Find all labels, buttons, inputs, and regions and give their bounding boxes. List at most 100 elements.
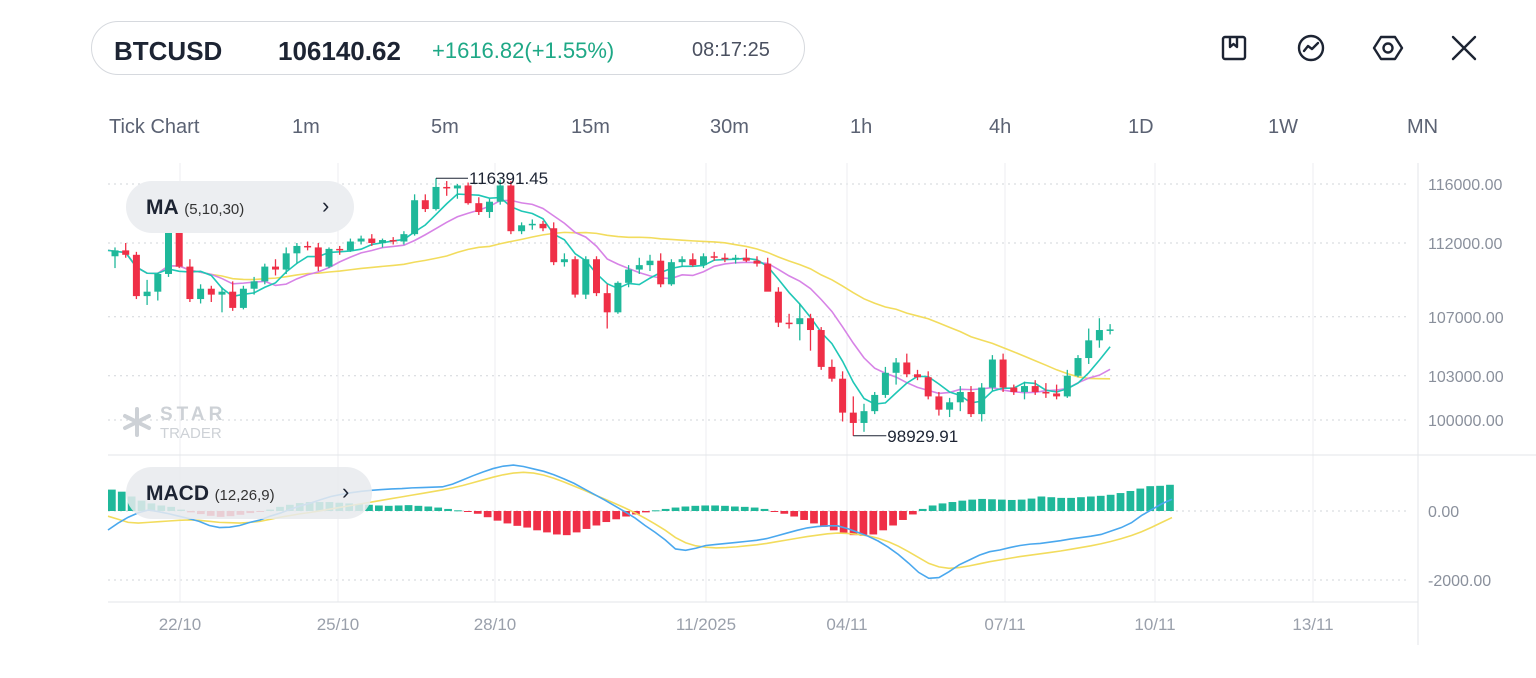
price-axis: 116000.00 112000.00 107000.00 103000.00 1000… [1428, 177, 1504, 590]
candle-body [550, 228, 558, 263]
candle-body [988, 359, 996, 388]
candlesticks [111, 178, 1114, 436]
tab-15m[interactable]: 15m [571, 116, 610, 138]
candle-body [967, 391, 975, 415]
candle-body [1031, 386, 1039, 392]
ma-indicator-button[interactable]: MA (5,10,30) › [126, 181, 354, 233]
macd-bar [1106, 494, 1115, 511]
macd-bar [810, 511, 818, 524]
candle-body [132, 254, 140, 297]
macd-bar [464, 511, 472, 512]
macd-tick-label: -2000.00 [1428, 573, 1491, 590]
candle-body [999, 359, 1007, 388]
macd-bar [790, 511, 799, 517]
tab-mn[interactable]: MN [1407, 116, 1439, 138]
price-annotations: 116391.45 98929.91 [436, 169, 958, 446]
macd-indicator-button[interactable]: MACD (12,26,9) › [126, 467, 372, 519]
candle-body [571, 259, 579, 295]
candle-body [839, 378, 847, 413]
macd-bar [899, 511, 907, 520]
tab-30m[interactable]: 30m [710, 116, 749, 138]
candle-body [582, 259, 590, 295]
candle-body [593, 259, 600, 294]
watermark-line1: STAR [160, 404, 226, 425]
date-tick-label: 13/11 [1292, 615, 1333, 634]
macd-bar [404, 505, 413, 511]
low-label: 98929.91 [887, 427, 958, 446]
macd-bar [375, 505, 383, 511]
macd-bar [829, 511, 838, 531]
candle-body [903, 362, 911, 375]
chevron-right-icon: › [342, 479, 350, 504]
tab-5m[interactable]: 5m [431, 116, 459, 138]
candle-body [1010, 387, 1018, 392]
candle-body [924, 377, 932, 397]
candle-body [443, 186, 451, 189]
candle-body [678, 259, 686, 263]
tab-1m[interactable]: 1m [292, 116, 320, 138]
macd-bar [928, 505, 937, 511]
macd-bar [612, 511, 621, 520]
tab-tick-chart[interactable]: Tick Chart [109, 116, 200, 138]
candle-body [518, 225, 526, 232]
trend-icon[interactable] [1295, 32, 1327, 64]
candle-body [1074, 358, 1082, 376]
macd-bar [1126, 490, 1135, 511]
candle-body [453, 185, 461, 189]
tab-1h[interactable]: 1h [850, 116, 873, 138]
macd-bar [1007, 499, 1016, 511]
candle-body [881, 372, 889, 395]
macd-bar [503, 511, 512, 524]
macd-bar [444, 508, 452, 511]
candle-body [871, 394, 879, 412]
candle-body [764, 263, 772, 292]
macd-bar [1067, 497, 1075, 511]
macd-bar [1146, 486, 1155, 511]
macd-bar [978, 498, 986, 511]
macd-bar [909, 511, 917, 515]
macd-bar [651, 510, 660, 512]
macd-bar [562, 511, 571, 536]
macd-bar [424, 506, 433, 511]
candle-body [239, 288, 247, 308]
settings-icon[interactable] [1372, 32, 1404, 64]
candle-body [336, 248, 344, 251]
macd-bar [1087, 496, 1095, 511]
macd-bar [1037, 496, 1046, 511]
candle-body [860, 411, 868, 423]
candle-body [357, 238, 365, 242]
macd-bar [553, 511, 561, 535]
bookmark-icon[interactable] [1218, 32, 1250, 64]
macd-bar [711, 505, 719, 511]
symbol-label: BTCUSD [114, 36, 223, 66]
close-icon[interactable] [1448, 32, 1480, 64]
time-label: 08:17:25 [692, 39, 770, 61]
candle-body [400, 234, 408, 242]
tab-4h[interactable]: 4h [989, 116, 1012, 138]
candle-body [293, 245, 301, 254]
candle-body [785, 322, 793, 325]
candle-body [614, 282, 622, 313]
candle-body [1021, 386, 1028, 392]
candle-body [914, 374, 921, 378]
candle-body [496, 185, 504, 202]
macd-bar [543, 511, 551, 533]
tab-1w[interactable]: 1W [1268, 116, 1298, 138]
macd-bar [513, 511, 522, 526]
candle-body [175, 228, 183, 267]
candle-body [218, 291, 226, 295]
candle-body [710, 256, 718, 258]
candle-body [721, 257, 729, 260]
macd-bar [701, 505, 710, 511]
candle-body [314, 247, 322, 267]
ticker-bar: BTCUSD 106140.62 +1616.82(+1.55%) 08:17:… [91, 21, 805, 75]
tab-1d[interactable]: 1D [1128, 116, 1154, 138]
candle-body [646, 260, 654, 266]
chevron-right-icon: › [322, 193, 330, 218]
macd-bar [918, 508, 927, 511]
candle-body [753, 260, 761, 264]
star-trader-logo: STAR TRADER [123, 404, 226, 442]
macd-bar [968, 499, 977, 511]
macd-bar [365, 504, 373, 511]
